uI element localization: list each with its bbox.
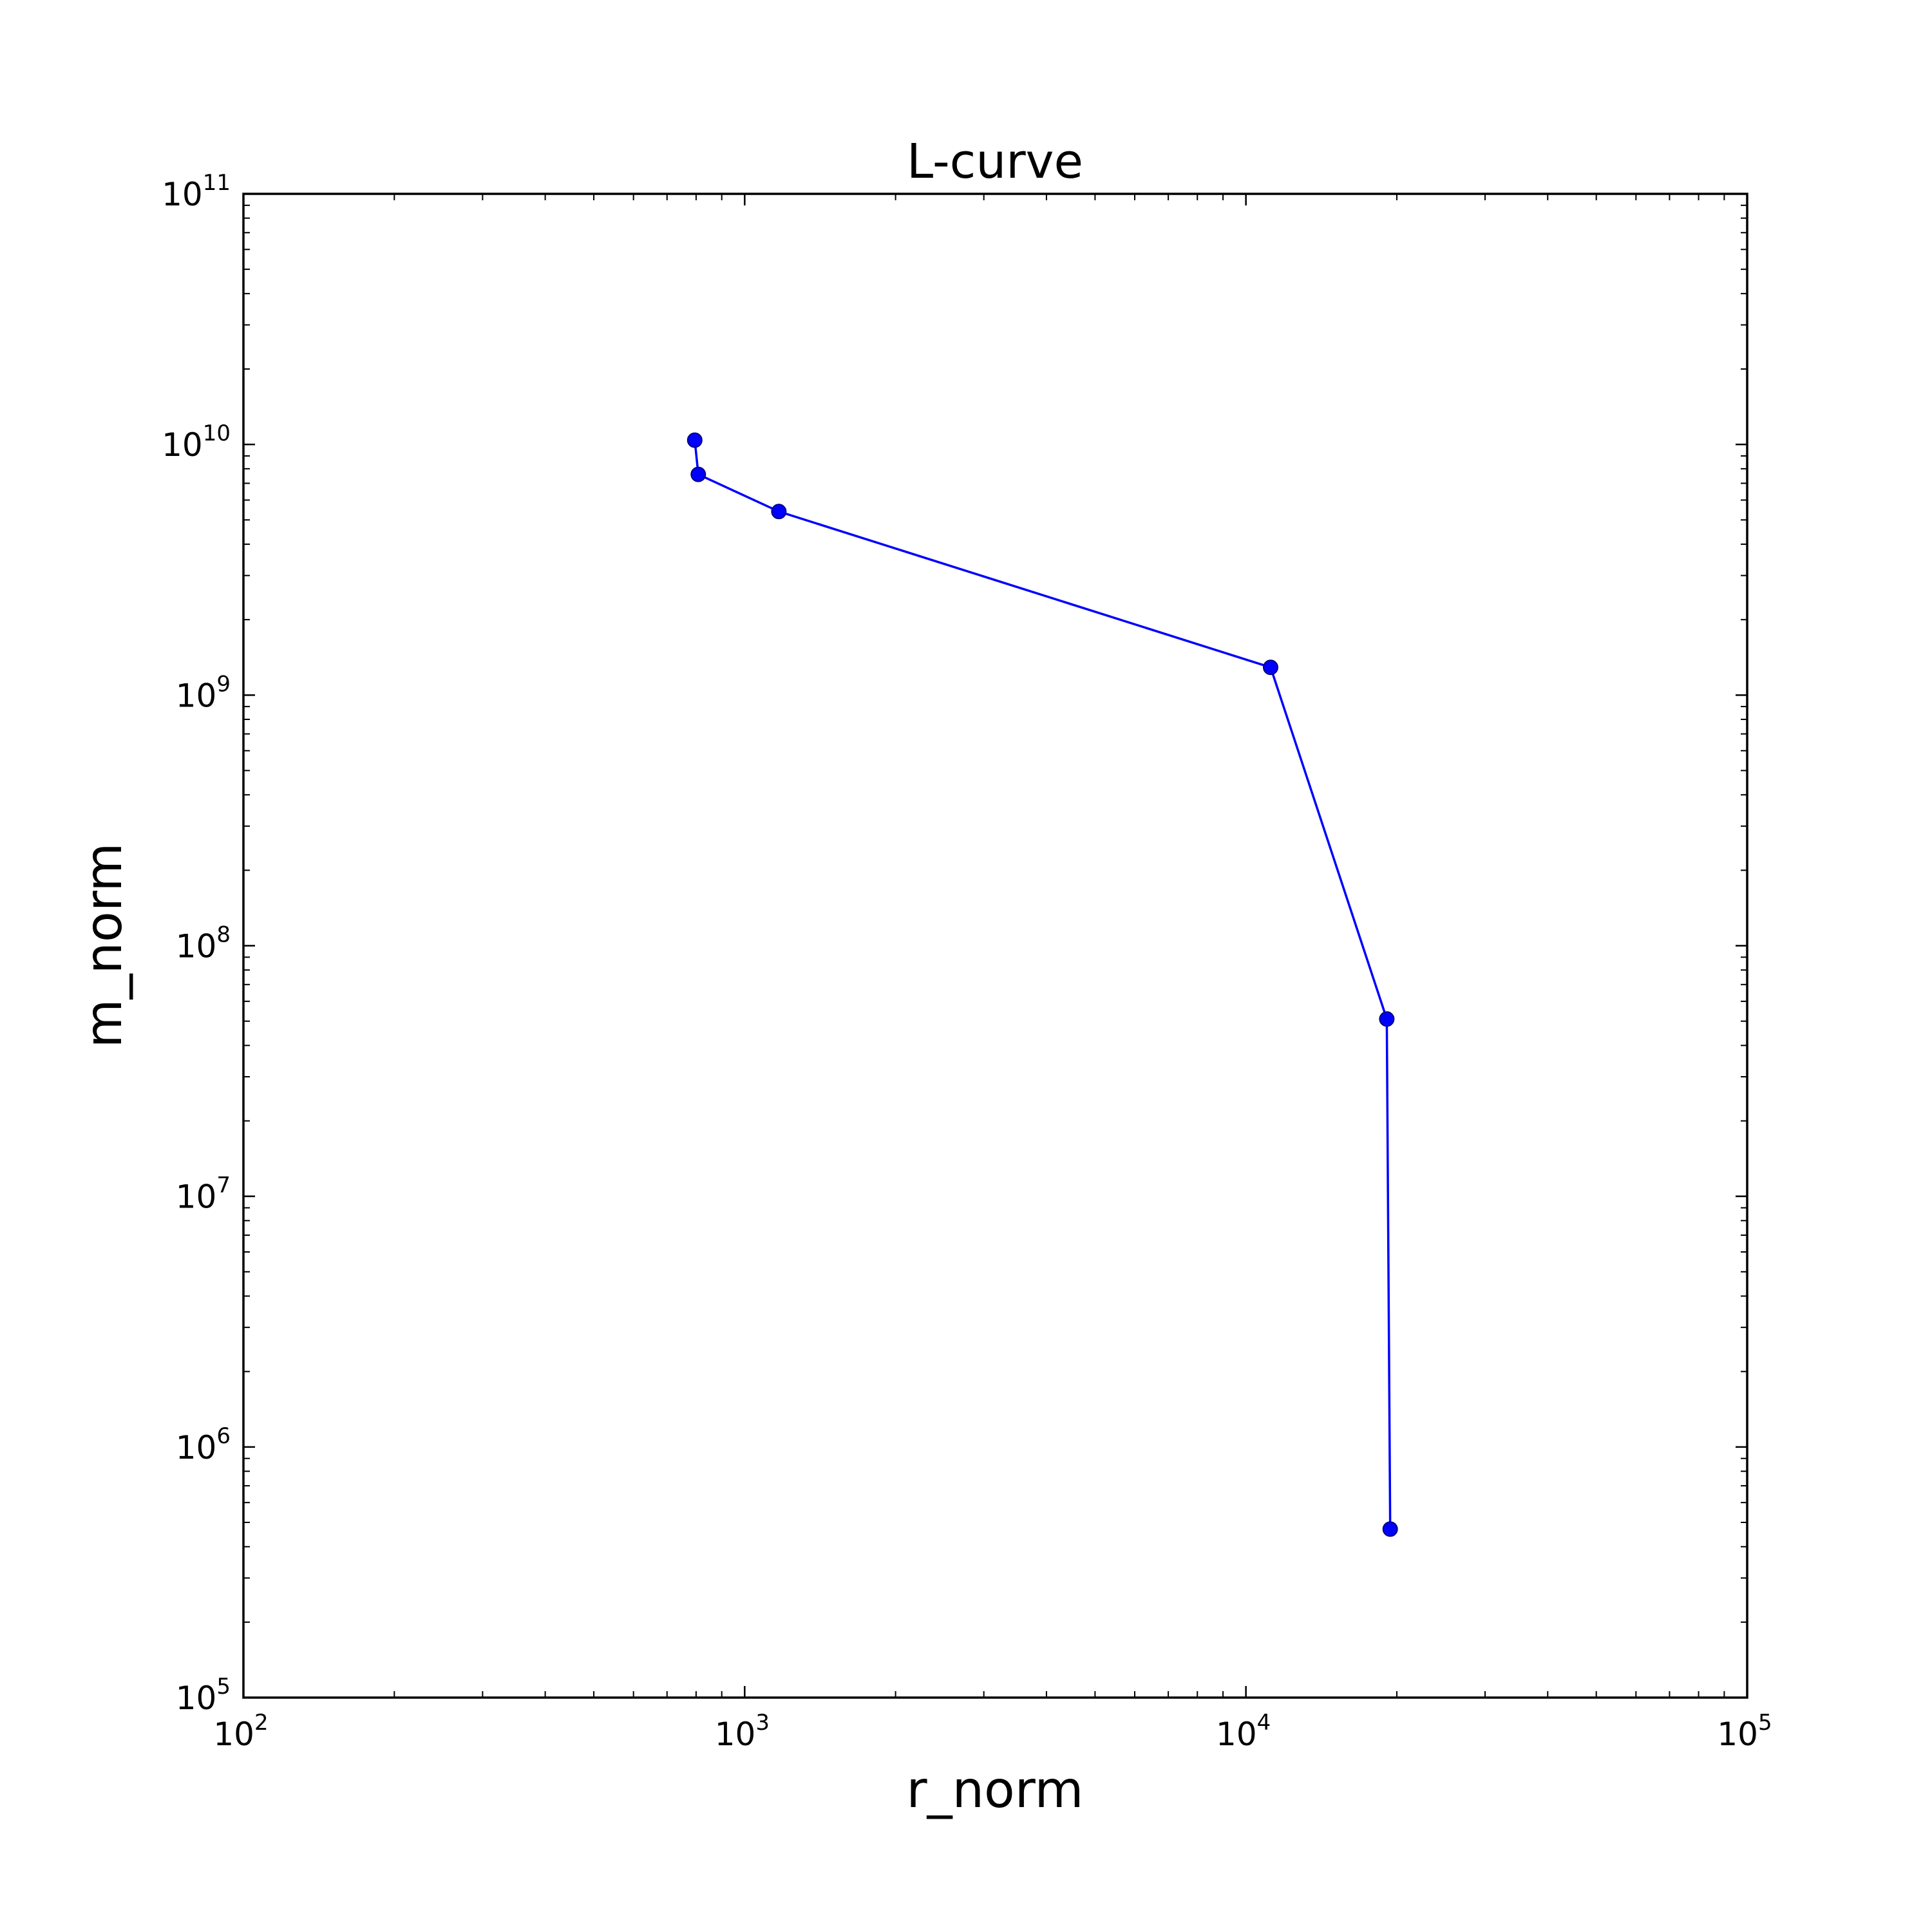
x-tick-label: 103 xyxy=(715,1710,770,1753)
y-tick-label: 108 xyxy=(176,922,231,965)
y-tick-base: 10 xyxy=(176,1179,217,1216)
y-tick-exponent: 6 xyxy=(216,1423,231,1449)
x-tick-exponent: 5 xyxy=(1758,1710,1772,1736)
axes-frame xyxy=(242,193,1748,1699)
plot-area xyxy=(687,432,1398,1537)
x-tick-base: 10 xyxy=(1717,1716,1758,1753)
data-point xyxy=(1382,1521,1398,1537)
y-tick-exponent: 9 xyxy=(216,671,231,697)
y-tick-base: 10 xyxy=(176,677,217,714)
y-tick-label: 1010 xyxy=(162,421,231,464)
x-tick-exponent: 4 xyxy=(1257,1710,1271,1736)
y-tick-label: 1011 xyxy=(162,170,231,213)
y-tick-exponent: 11 xyxy=(203,170,231,196)
data-point xyxy=(687,432,703,448)
x-tick-label: 104 xyxy=(1216,1710,1271,1753)
y-tick-label: 107 xyxy=(176,1173,231,1216)
y-tick-exponent: 5 xyxy=(216,1674,231,1700)
y-tick-exponent: 8 xyxy=(216,922,231,948)
x-tick-base: 10 xyxy=(715,1716,756,1753)
y-tick-label: 106 xyxy=(176,1423,231,1466)
x-tick-exponent: 2 xyxy=(254,1710,269,1736)
data-point xyxy=(1379,1011,1395,1027)
data-point xyxy=(771,504,787,520)
x-axis-label: r_norm xyxy=(907,1761,1084,1819)
y-tick-base: 10 xyxy=(162,426,203,464)
x-tick-base: 10 xyxy=(213,1716,254,1753)
series-markers xyxy=(687,432,1398,1537)
y-tick-exponent: 10 xyxy=(203,421,231,446)
y-tick-base: 10 xyxy=(176,1680,217,1717)
x-tick-labels: 102 103 104 105 xyxy=(213,1710,1772,1753)
chart-title: L-curve xyxy=(907,134,1083,189)
x-tick-base: 10 xyxy=(1216,1716,1257,1753)
y-tick-base: 10 xyxy=(162,176,203,213)
y-tick-label: 109 xyxy=(176,671,231,714)
x-tick-label: 102 xyxy=(213,1710,268,1753)
y-tick-exponent: 7 xyxy=(216,1173,231,1198)
y-tick-base: 10 xyxy=(176,1429,217,1466)
x-tick-exponent: 3 xyxy=(755,1710,770,1736)
y-tick-label: 105 xyxy=(176,1674,231,1717)
data-point xyxy=(690,466,706,482)
data-point xyxy=(1263,659,1278,676)
y-tick-base: 10 xyxy=(176,928,217,965)
x-tick-label: 105 xyxy=(1717,1710,1772,1753)
y-axis-label: m_norm xyxy=(75,843,133,1048)
